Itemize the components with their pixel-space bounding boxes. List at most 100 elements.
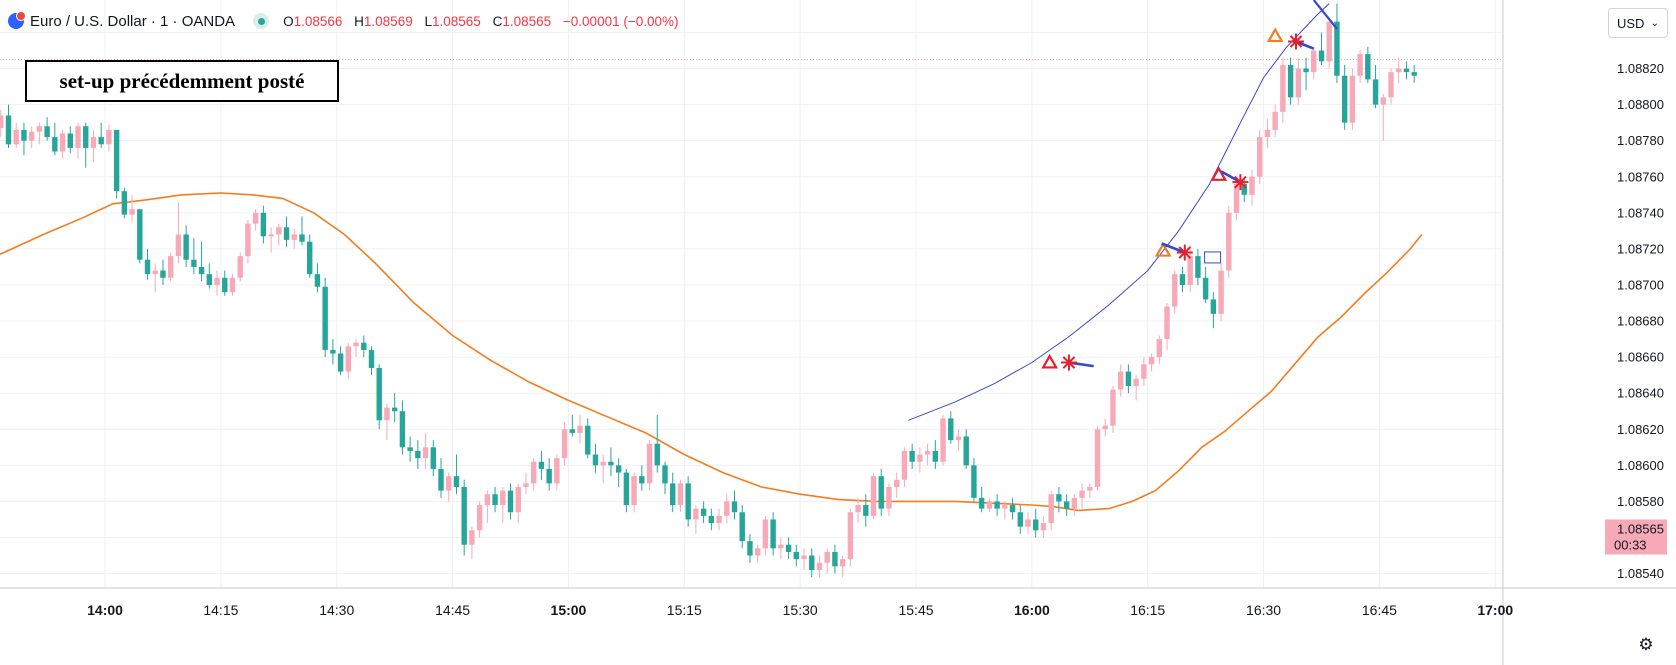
candle-body [515, 486, 521, 513]
candle [685, 476, 691, 527]
annotation-text-box[interactable]: set-up précédemment posté [25, 60, 339, 102]
candle-body [901, 450, 908, 480]
candle-body [1071, 497, 1078, 509]
candle-body [1017, 512, 1023, 527]
candle [384, 404, 390, 441]
candle-body [28, 131, 35, 141]
candle [901, 447, 908, 487]
candle-body [314, 274, 321, 287]
candle [1411, 64, 1417, 83]
candle [1202, 266, 1209, 304]
time-tick-label: 17:00 [1477, 602, 1513, 618]
candle-body [345, 346, 352, 372]
candle-body [785, 544, 792, 552]
candle [1341, 64, 1348, 130]
candle-body [932, 450, 939, 462]
candle [484, 490, 491, 524]
candle [1125, 364, 1132, 394]
cross-stroke [1062, 356, 1076, 369]
candle-body [963, 436, 969, 466]
candle [646, 440, 653, 491]
candle-body [971, 465, 977, 498]
currency-selector[interactable]: USD ⌄ [1608, 8, 1668, 38]
candle-body [484, 494, 491, 506]
candle [1272, 104, 1278, 138]
candle [1396, 57, 1402, 83]
candle [924, 443, 931, 466]
candle [314, 263, 321, 293]
candle-body [5, 115, 12, 145]
candle-body [1241, 183, 1247, 195]
candle [469, 526, 475, 560]
candle-body [1087, 486, 1093, 491]
candle-body [978, 497, 985, 509]
candle [585, 418, 591, 459]
candle-body [1218, 270, 1224, 314]
candle [75, 122, 81, 159]
candle [708, 508, 715, 531]
time-tick-label: 14:00 [87, 602, 123, 618]
candle-body [191, 259, 197, 267]
candle [1195, 248, 1201, 285]
candle-body [438, 468, 444, 491]
candle-body [639, 476, 645, 484]
open-value: 1.08566 [293, 13, 343, 29]
candle [121, 187, 128, 219]
candle-body [940, 418, 946, 462]
close-value: 1.08565 [502, 13, 552, 29]
candle-body [1195, 256, 1201, 278]
candle [453, 454, 460, 495]
candle-body [206, 274, 213, 285]
candle [1048, 490, 1054, 531]
candle [13, 122, 19, 148]
candle [137, 209, 143, 264]
candle-body [816, 562, 823, 570]
candle [461, 479, 467, 556]
candle-body [476, 505, 483, 531]
market-status-icon[interactable] [253, 13, 270, 29]
candle-body [1380, 97, 1386, 105]
candle [523, 472, 529, 495]
candle [492, 486, 498, 513]
candle-body [693, 508, 699, 520]
candle-body [608, 461, 614, 466]
candle [500, 486, 506, 524]
candle-body [1179, 274, 1186, 285]
candle-body [1318, 50, 1325, 62]
symbol-title[interactable]: Euro / U.S. Dollar · 1 · OANDA [30, 12, 236, 30]
candle [1172, 270, 1178, 314]
price-tick-label: 1.08620 [1617, 422, 1664, 437]
cross-marker [1288, 33, 1315, 50]
candle [863, 494, 869, 527]
low-value: 1.08565 [432, 13, 481, 29]
candle [268, 227, 274, 253]
time-tick-label: 16:30 [1246, 602, 1281, 618]
candle [5, 104, 12, 148]
time-tick-label: 14:30 [319, 602, 354, 618]
candle-body [924, 450, 931, 455]
candle-body [832, 551, 838, 567]
candle-body [762, 519, 769, 549]
candle [44, 117, 50, 141]
candle-body [237, 256, 243, 278]
chart-settings-gear-icon[interactable]: ⚙ [1638, 635, 1654, 654]
candle [577, 414, 583, 444]
candle-body [1287, 64, 1294, 98]
time-tick-label: 14:45 [435, 602, 470, 618]
candle-body [1264, 129, 1271, 138]
candle-body [1063, 501, 1070, 509]
candle-body [1056, 494, 1062, 502]
candle [878, 468, 884, 516]
candle [237, 252, 243, 282]
candle [83, 122, 89, 168]
time-tick-label: 14:15 [203, 602, 238, 618]
candle-body [523, 483, 529, 487]
candle [245, 220, 251, 264]
candle [1257, 129, 1263, 184]
candle-body [106, 129, 112, 145]
candle [724, 494, 730, 524]
candle-body [1388, 72, 1394, 98]
cross-marker [1220, 170, 1249, 191]
price-tick-label: 1.08820 [1617, 61, 1664, 76]
